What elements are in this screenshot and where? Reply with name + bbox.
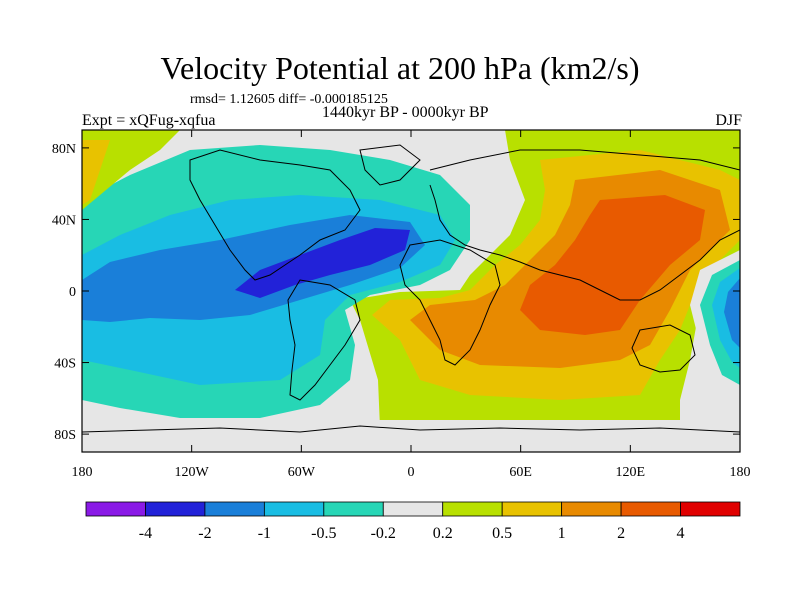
colorbar-swatch	[561, 501, 622, 517]
lat-tick-label: 80N	[52, 142, 76, 157]
colorbar: -4 -2 -1 -0.5 -0.2 0.2 0.5 1 2 4	[85, 501, 741, 542]
colorbar-label: -0.5	[311, 525, 336, 542]
experiment-label: Expt = xQFug-xqfua	[82, 112, 216, 129]
contour-band-arctic-pos-2	[82, 140, 110, 205]
colorbar-label: -2	[198, 525, 211, 542]
contour-band-neg-east-2	[724, 278, 740, 348]
coast-north-america	[189, 149, 361, 281]
lat-tick-label: 80S	[54, 428, 76, 443]
lon-tick-label: 120E	[616, 465, 646, 480]
colorbar-label: -1	[258, 525, 271, 542]
contour-band-neg-2	[235, 228, 410, 298]
lon-axis: 180 120W 60W 0 60E 120E 180	[72, 130, 751, 480]
colorbar-swatch	[263, 501, 325, 517]
lat-tick-label: 0	[69, 285, 76, 300]
coast-greenland	[359, 144, 421, 186]
coastlines	[82, 144, 740, 433]
colorbar-label: 1	[558, 525, 566, 542]
colorbar-swatch	[323, 501, 384, 517]
colorbar-label: 0.2	[433, 525, 453, 542]
lon-tick-label: 120W	[175, 465, 210, 480]
colorbar-swatch	[382, 501, 444, 517]
coast-eurasia	[429, 149, 740, 301]
lon-tick-label: 0	[408, 465, 415, 480]
coast-antarctica	[82, 425, 740, 433]
colorbar-swatch	[85, 501, 146, 517]
colorbar-swatch	[204, 501, 265, 517]
lat-axis: 80N 40N 0 40S 80S	[52, 142, 740, 443]
lat-tick-label: 40N	[52, 213, 76, 228]
lat-tick-label: 40S	[54, 357, 76, 372]
season-label: DJF	[715, 112, 742, 129]
contour-band-2	[520, 195, 705, 335]
colorbar-label: -4	[139, 525, 152, 542]
map-title: Velocity Potential at 200 hPa (km2/s)	[160, 50, 640, 86]
stats-line: rmsd= 1.12605 diff= -0.000185125	[190, 92, 388, 107]
coast-south-america	[287, 279, 361, 401]
coast-africa	[399, 239, 501, 366]
lon-tick-label: 180	[730, 465, 751, 480]
coast-australia	[631, 324, 696, 373]
lon-tick-label: 60E	[509, 465, 532, 480]
colorbar-swatch	[501, 501, 563, 517]
colorbar-swatch	[620, 501, 681, 517]
lon-tick-label: 60W	[288, 465, 316, 480]
lon-tick-label: 180	[72, 465, 93, 480]
period-label: 1440kyr BP - 0000kyr BP	[322, 104, 489, 121]
colorbar-swatch	[442, 501, 503, 517]
colorbar-label: 2	[617, 525, 625, 542]
colorbar-swatch	[680, 501, 741, 517]
contour-band-south	[82, 420, 740, 452]
colorbar-label: 0.5	[492, 525, 512, 542]
colorbar-label: 4	[677, 525, 685, 542]
colorbar-swatch	[145, 501, 206, 517]
colorbar-label: -0.2	[371, 525, 396, 542]
